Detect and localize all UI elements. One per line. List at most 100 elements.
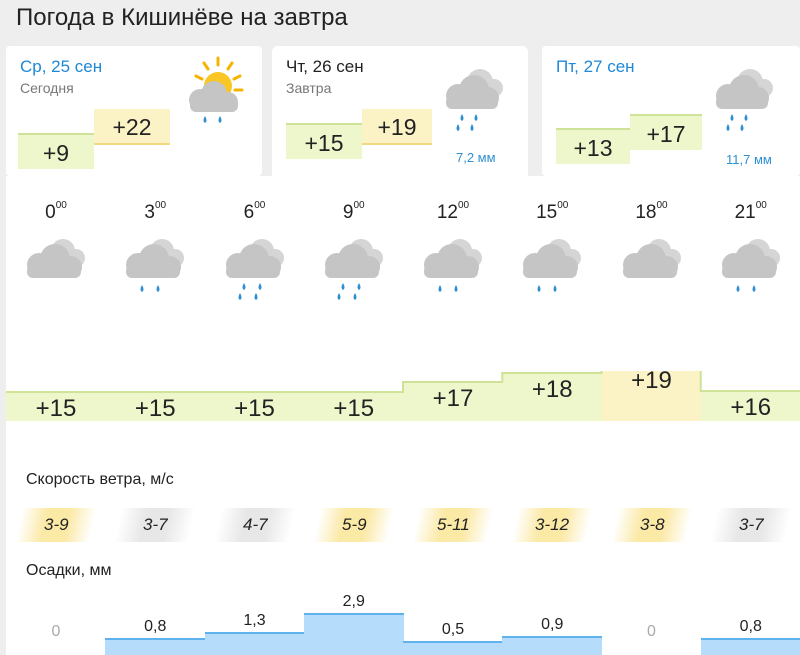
hour-minutes: 00 [254, 200, 266, 211]
temp-band-segment [403, 381, 503, 421]
precip-section-label: Осадки, мм [26, 562, 112, 579]
precip-bar [403, 641, 503, 655]
wind-speed-value: 3-7 [738, 515, 764, 534]
wind-speed-badge: 5-11 [412, 508, 494, 542]
hour-label: 1200 [403, 200, 503, 224]
precip-value: 0,9 [541, 616, 564, 634]
precip-bar [204, 631, 305, 655]
day-subtitle: Завтра [286, 80, 332, 96]
hour-temperature: +15 [35, 395, 77, 422]
wind-speed-value: 5-9 [341, 515, 367, 534]
day-precip: 11,7 мм [726, 152, 772, 167]
temp-band-segment [303, 391, 404, 421]
wind-section-label: Скорость ветра, м/с [26, 471, 174, 488]
cloud-heavy-rain-icon [319, 231, 389, 308]
hour-label: 300 [105, 200, 205, 224]
cloud-rain-icon [440, 60, 510, 137]
hour-temperature: +18 [531, 376, 573, 403]
cloud-rain-icon [517, 231, 587, 308]
precip-value: 0 [51, 623, 61, 640]
cloud-rain-icon [716, 231, 786, 308]
wind-speed-badge: 3-12 [511, 508, 593, 542]
temperature-band [6, 371, 800, 421]
precip-value: 0 [647, 623, 656, 640]
hour-label: 900 [304, 200, 404, 224]
hour-value: 18 [635, 202, 657, 223]
wind-speed-badge: 3-8 [610, 508, 693, 542]
precip-bar [502, 636, 602, 655]
day-temp-max: +17 [630, 114, 702, 150]
cloud-rain-icon [418, 231, 488, 308]
wind-speed-value: 3-12 [535, 515, 570, 534]
cloud-rain-icon [710, 60, 780, 137]
day-precip: 7,2 мм [456, 150, 496, 165]
day-name: Пт, 27 сен [556, 57, 635, 76]
page-title: Погода в Кишинёве на завтра [16, 4, 348, 31]
hour-minutes: 00 [557, 200, 569, 211]
day-temp-min: +15 [286, 123, 362, 159]
day-name: Ср, 25 сен [20, 57, 103, 76]
temp-band-segment [204, 391, 305, 421]
day-card-friday[interactable]: Пт, 27 сен +13 +17 11,7 мм [542, 46, 800, 176]
hour-value: 0 [45, 202, 56, 223]
cloud-heavy-rain-icon [220, 231, 290, 308]
wind-speed-badge: 4-7 [213, 508, 296, 542]
cloud-rain-icon [120, 231, 190, 308]
hour-minutes: 00 [154, 200, 167, 211]
wind-speed-value: 3-7 [142, 515, 168, 534]
precip-value: 2,9 [342, 593, 365, 610]
day-temp-max: +19 [362, 109, 432, 145]
precip-value: 0,8 [739, 617, 762, 635]
day-card-tomorrow[interactable]: Чт, 26 сен Завтра +15 +19 7,2 мм [272, 46, 528, 181]
hour-temperature: +16 [730, 394, 772, 421]
temp-band-segment [502, 372, 602, 421]
hour-label: 600 [205, 200, 305, 224]
day-subtitle: Сегодня [20, 80, 74, 96]
hourly-forecast-panel: 000 300 600 900 1200 1500 1800 2100 +15 +15 +15 +1… [6, 176, 800, 655]
hour-value: 21 [734, 202, 756, 223]
cloud-icon [617, 231, 687, 308]
wind-speed-badge: 5-9 [313, 508, 395, 542]
sun-cloud-rain-icon [178, 56, 248, 133]
day-temp-min: +13 [556, 128, 630, 164]
hour-temperature: +17 [432, 385, 474, 412]
day-name: Чт, 26 сен [286, 57, 364, 76]
hour-value: 15 [536, 202, 558, 223]
hour-label: 2100 [701, 200, 800, 224]
temp-band-segment [6, 391, 106, 421]
precip-value: 0,5 [441, 621, 465, 639]
hour-minutes: 00 [458, 200, 470, 211]
hour-label: 1800 [602, 200, 702, 224]
day-temp-max: +22 [94, 109, 170, 145]
precip-bar [105, 637, 205, 655]
temp-band-segment [105, 391, 205, 421]
hour-value: 3 [144, 202, 155, 223]
wind-speed-value: 5-11 [436, 515, 470, 534]
hour-minutes: 00 [55, 200, 67, 211]
wind-speed-value: 4-7 [242, 515, 267, 534]
wind-speed-badge: 3-9 [15, 508, 97, 542]
hour-temperature: +15 [333, 395, 375, 422]
hour-value: 9 [342, 202, 354, 223]
precip-bar [700, 637, 800, 655]
cloud-icon [21, 231, 91, 308]
temp-band-segment [700, 390, 800, 421]
wind-speed-badge: 3-7 [710, 508, 792, 542]
wind-speed-value: 3-8 [639, 515, 664, 534]
hour-minutes: 00 [755, 200, 767, 211]
wind-speed-badge: 3-7 [114, 508, 196, 542]
day-card-today[interactable]: Ср, 25 сен Сегодня +9 [6, 46, 262, 176]
hour-temperature: +15 [234, 395, 275, 422]
precip-bar [303, 613, 404, 655]
temp-band-segment [601, 371, 702, 421]
hour-label: 000 [6, 200, 106, 224]
hour-value: 6 [243, 202, 255, 223]
hour-temperature: +19 [631, 367, 672, 394]
hour-value: 12 [436, 202, 458, 223]
precip-value: 0,8 [144, 617, 167, 635]
hour-label: 1500 [502, 200, 602, 224]
hour-temperature: +15 [134, 395, 176, 422]
hour-minutes: 00 [353, 200, 365, 211]
wind-speed-value: 3-9 [43, 515, 69, 534]
day-temp-min: +9 [18, 133, 94, 169]
